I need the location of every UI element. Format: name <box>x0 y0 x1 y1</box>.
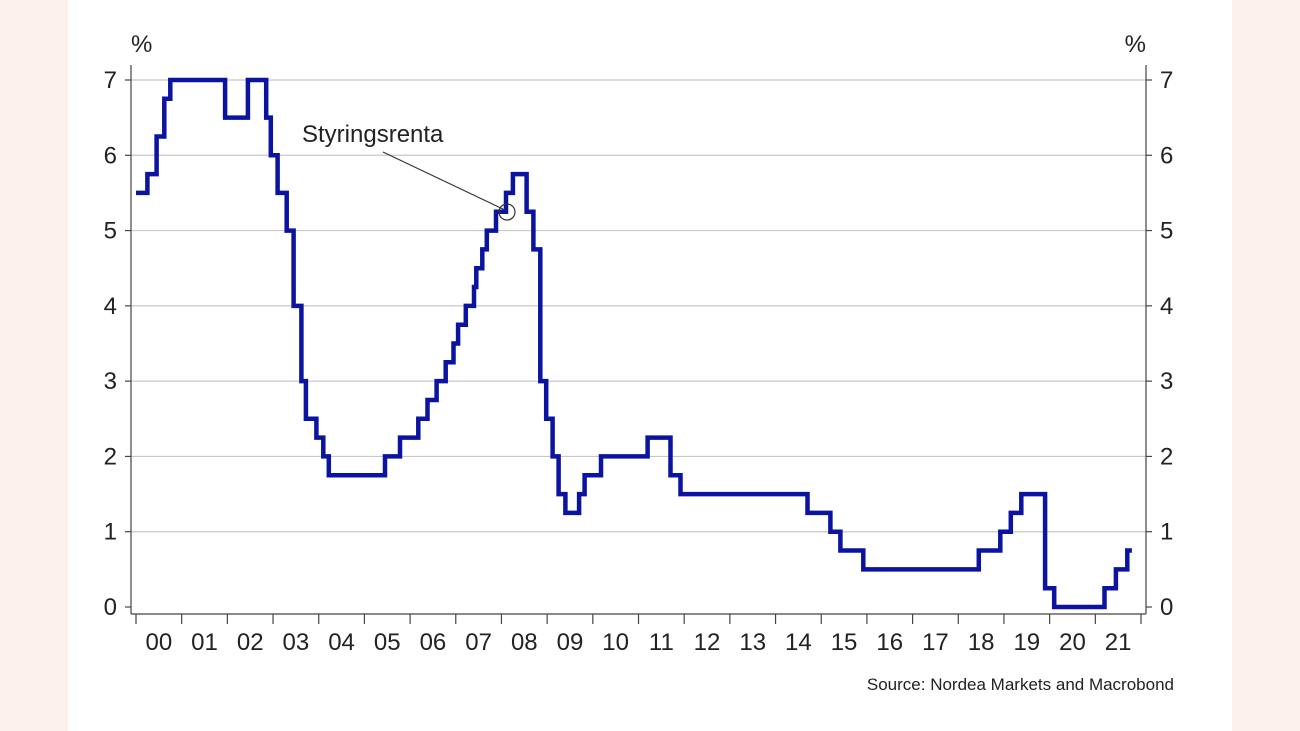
series-layer <box>136 77 1132 610</box>
y-tick-label-right: 0 <box>1160 594 1173 621</box>
x-tick-label: 03 <box>283 629 310 656</box>
y-tick-label-left: 5 <box>104 218 117 245</box>
annotation-marker <box>498 203 516 221</box>
y-tick-label-left: 0 <box>104 594 117 621</box>
y-tick-label-left: 4 <box>104 293 117 320</box>
y-tick-label-left: 7 <box>104 67 117 94</box>
annotation-label: Styringsrenta <box>302 121 444 148</box>
y-tick-label-right: 1 <box>1160 519 1173 546</box>
x-tick-label: 04 <box>328 629 355 656</box>
annotation-leader <box>382 151 506 211</box>
x-tick-label: 00 <box>145 629 172 656</box>
x-tick-label: 11 <box>649 629 674 656</box>
x-tick-label: 08 <box>511 629 538 656</box>
y-tick-label-right: 2 <box>1160 443 1173 470</box>
y-tick-label-right: 6 <box>1160 142 1173 169</box>
y-tick-label-right: 3 <box>1160 368 1173 395</box>
grid-layer <box>131 79 1146 533</box>
x-tick-label: 05 <box>374 629 401 656</box>
x-tick-label: 18 <box>968 629 995 656</box>
x-tick-label: 20 <box>1059 629 1086 656</box>
x-tick-label: 06 <box>420 629 447 656</box>
x-tick-label: 02 <box>237 629 264 656</box>
x-tick-label: 14 <box>785 629 812 656</box>
y-ticks-left: 0 1 2 3 4 5 6 7 <box>104 67 131 621</box>
x-tick-label: 12 <box>694 629 721 656</box>
x-tick-label: 07 <box>465 629 492 656</box>
x-tick-label: 13 <box>739 629 766 656</box>
x-tick-label: 21 <box>1105 629 1132 656</box>
chart-panel <box>68 0 1232 731</box>
y-tick-label-left: 6 <box>104 142 117 169</box>
x-ticks: 00 01 02 03 04 05 06 07 08 09 10 11 12 13 14 15 16 17 18 19… <box>135 614 1142 656</box>
y-tick-label-right: 4 <box>1160 293 1173 320</box>
y-tick-label-left: 2 <box>104 443 117 470</box>
y-unit-left: % <box>131 31 152 58</box>
y-unit-right: % <box>1125 31 1146 58</box>
x-tick-label: 09 <box>557 629 584 656</box>
series-line <box>136 77 1132 610</box>
x-tick-label: 17 <box>922 629 949 656</box>
x-tick-label: 15 <box>831 629 858 656</box>
y-tick-label-left: 1 <box>104 519 117 546</box>
x-tick-label: 16 <box>876 629 903 656</box>
x-tick-label: 01 <box>191 629 218 656</box>
y-ticks-right: 0 1 2 3 4 5 6 7 <box>1146 67 1173 621</box>
y-tick-label-left: 3 <box>104 368 117 395</box>
x-tick-label: 19 <box>1013 629 1040 656</box>
source-note: Source: Nordea Markets and Macrobond <box>867 675 1174 694</box>
x-tick-label: 10 <box>602 629 629 656</box>
y-tick-label-right: 7 <box>1160 67 1173 94</box>
y-tick-label-right: 5 <box>1160 218 1173 245</box>
